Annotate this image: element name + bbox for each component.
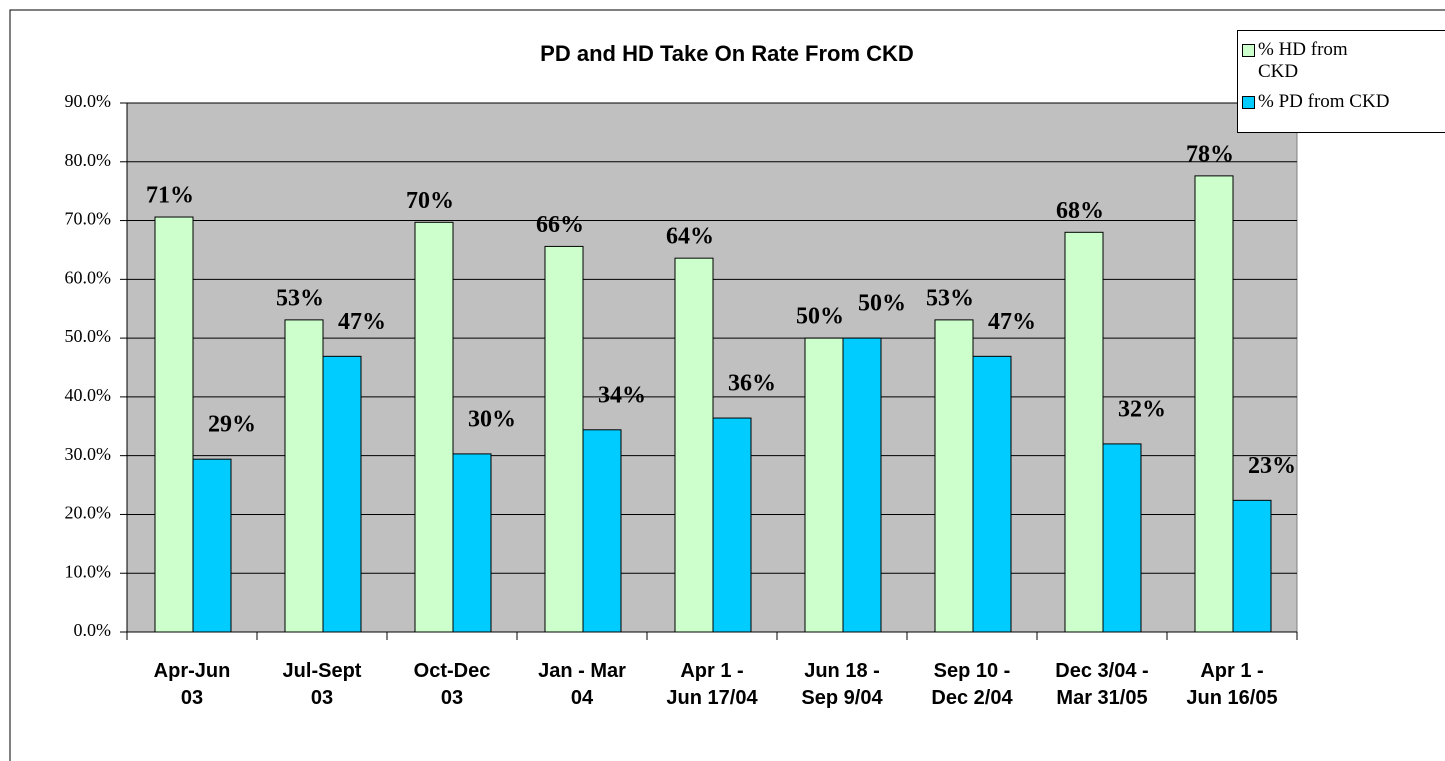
value-label: 66% [536, 212, 584, 238]
y-tick-label: 40.0% [65, 385, 112, 405]
bar [1064, 231, 1104, 633]
chart-border [9, 9, 1445, 761]
value-label: 30% [468, 406, 516, 432]
value-label: 50% [858, 291, 906, 317]
value-label: 47% [338, 309, 386, 335]
bar [804, 337, 844, 633]
value-label: 34% [598, 382, 646, 408]
value-label: 71% [146, 183, 194, 209]
bar [284, 319, 324, 633]
x-tick-label: Apr 1 - Jun 17/04 [666, 660, 758, 709]
bar [712, 417, 752, 633]
legend-swatch [1242, 96, 1255, 109]
bar [674, 257, 714, 633]
y-tick-label: 10.0% [65, 561, 112, 581]
value-label: 53% [276, 285, 324, 311]
x-tick-label: Apr 1 - Jun 16/05 [1186, 660, 1278, 709]
value-label: 47% [988, 309, 1036, 335]
value-label: 78% [1186, 141, 1234, 167]
value-label: 23% [1248, 453, 1296, 479]
bar [452, 453, 492, 633]
y-tick-label: 50.0% [65, 326, 112, 346]
chart-title: PD and HD Take On Rate From CKD [540, 41, 914, 66]
y-tick-label: 30.0% [65, 444, 112, 464]
legend: % HD from CKD % PD from CKD [1237, 30, 1445, 133]
legend-label: % PD from CKD [1258, 91, 1390, 112]
value-label: 50% [796, 304, 844, 330]
y-tick-label: 20.0% [65, 503, 112, 523]
y-tick-label: 0.0% [74, 620, 112, 640]
value-label: 53% [926, 285, 974, 311]
bar [544, 245, 584, 633]
y-tick-label: 70.0% [65, 209, 112, 229]
value-label: 68% [1056, 198, 1104, 224]
legend-item: % PD from CKD [1242, 91, 1445, 113]
bar [842, 337, 882, 633]
x-tick-label: Jul-Sept 03 [282, 660, 362, 709]
bar [192, 458, 232, 633]
x-tick-label: Jan - Mar 04 [538, 660, 626, 709]
legend-swatch [1242, 44, 1255, 57]
value-label: 64% [666, 224, 714, 250]
x-tick-label: Jun 18 - Sep 9/04 [801, 660, 883, 709]
bar [414, 221, 454, 633]
value-label: 32% [1118, 396, 1166, 422]
value-label: 29% [208, 412, 256, 438]
x-tick-label: Apr-Jun 03 [153, 660, 231, 709]
bar [154, 216, 194, 633]
bar [582, 429, 622, 633]
x-tick-label: Dec 3/04 - Mar 31/05 [1055, 660, 1149, 709]
bar [1232, 499, 1272, 633]
bar [1194, 175, 1234, 633]
y-tick-label: 80.0% [65, 150, 112, 170]
bar [972, 355, 1012, 633]
bar [322, 355, 362, 633]
bar [934, 319, 974, 633]
bar [1102, 443, 1142, 633]
legend-label: % HD from CKD [1258, 39, 1348, 82]
x-tick-label: Sep 10 - Dec 2/04 [931, 660, 1013, 709]
x-tick-label: Oct-Dec 03 [413, 660, 491, 709]
y-tick-label: 60.0% [65, 267, 112, 287]
y-tick-label: 90.0% [65, 91, 112, 111]
value-label: 70% [406, 188, 454, 214]
legend-item: % HD from CKD [1242, 39, 1368, 83]
value-label: 36% [728, 371, 776, 397]
